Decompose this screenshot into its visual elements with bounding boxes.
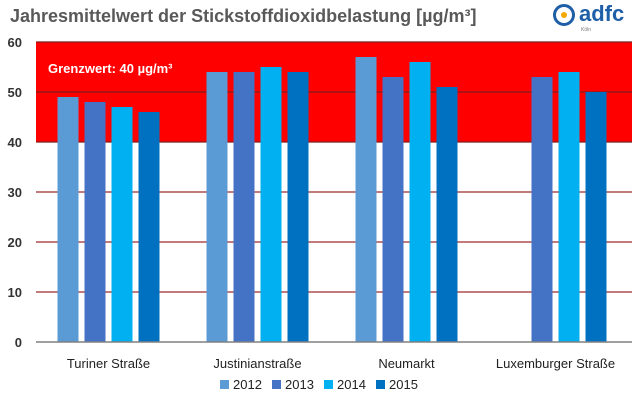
bar-2012-1 <box>206 72 228 342</box>
bar-2015-2 <box>436 87 458 342</box>
bar-2013-2 <box>382 77 404 342</box>
bar-2012-2 <box>355 57 377 342</box>
logo-subtext: Köln <box>581 27 592 33</box>
y-tick-label-20: 20 <box>8 235 22 250</box>
y-tick-label-10: 10 <box>8 285 22 300</box>
bar-2013-0 <box>84 102 106 342</box>
bar-2014-0 <box>111 107 133 342</box>
legend-swatch-2015 <box>376 380 385 389</box>
legend-swatch-2014 <box>324 380 333 389</box>
y-tick-label-0: 0 <box>15 335 22 350</box>
bar-2014-3 <box>558 72 580 342</box>
chart-title: Jahresmittelwert der Stickstoffdioxidbel… <box>10 6 477 26</box>
y-tick-label-40: 40 <box>8 135 22 150</box>
bar-2013-3 <box>531 77 553 342</box>
category-label-2: Neumarkt <box>378 356 435 371</box>
logo-text: adfc <box>579 1 625 26</box>
adfc-logo: adfc Köln <box>553 1 633 35</box>
bar-2013-1 <box>233 72 255 342</box>
category-label-0: Turiner Straße <box>67 356 150 371</box>
bar-2015-3 <box>585 92 607 342</box>
category-label-1: Justinianstraße <box>213 356 301 371</box>
y-tick-label-50: 50 <box>8 85 22 100</box>
legend-label-2012: 2012 <box>233 377 262 392</box>
legend-swatch-2012 <box>220 380 229 389</box>
bar-2015-1 <box>287 72 309 342</box>
limit-label: Grenzwert: 40 µg/m³ <box>48 61 173 76</box>
logo-ring-icon <box>553 4 575 26</box>
bar-2012-0 <box>57 97 79 342</box>
legend-label-2015: 2015 <box>389 377 418 392</box>
legend-label-2014: 2014 <box>337 377 366 392</box>
legend-swatch-2013 <box>272 380 281 389</box>
legend-label-2013: 2013 <box>285 377 314 392</box>
bar-2014-1 <box>260 67 282 342</box>
y-tick-label-60: 60 <box>8 35 22 50</box>
bar-2014-2 <box>409 62 431 342</box>
category-label-3: Luxemburger Straße <box>496 356 615 371</box>
y-tick-label-30: 30 <box>8 185 22 200</box>
bar-2015-0 <box>138 112 160 342</box>
